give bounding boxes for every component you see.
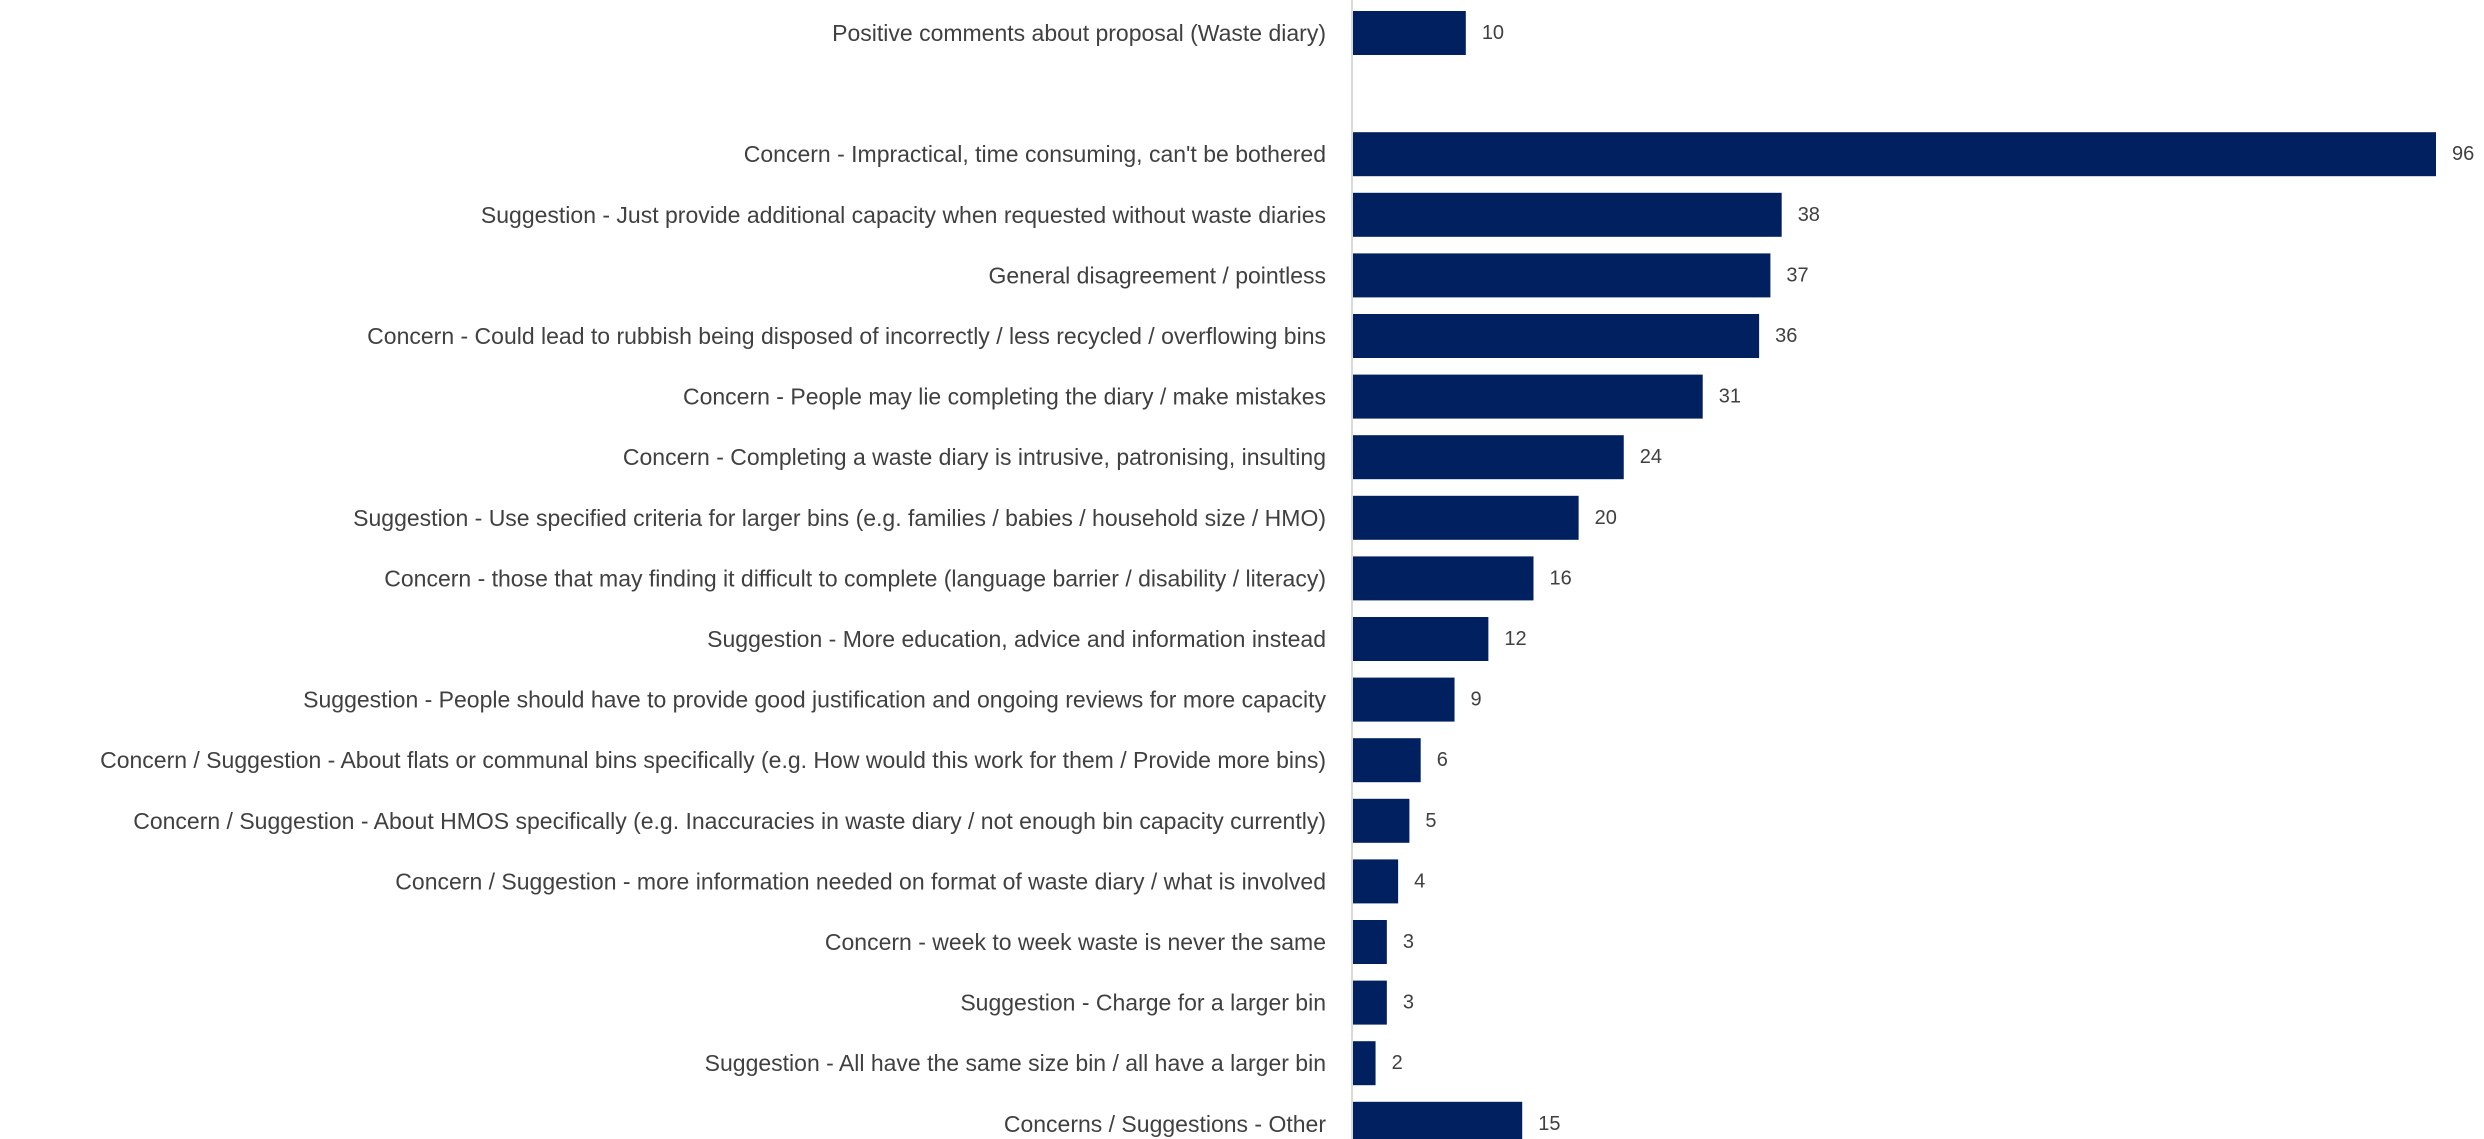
bar xyxy=(1353,1041,1376,1086)
bar xyxy=(1353,859,1399,904)
data-label: 36 xyxy=(1775,325,1797,347)
data-label: 37 xyxy=(1786,264,1808,286)
data-label: 3 xyxy=(1403,931,1414,953)
data-label: 38 xyxy=(1798,204,1820,226)
bar xyxy=(1353,11,1466,55)
data-label: 10 xyxy=(1482,22,1504,44)
category-label: Concern - those that may finding it diff… xyxy=(384,565,1326,591)
bar xyxy=(1353,435,1624,480)
category-label: Suggestion - All have the same size bin … xyxy=(705,1050,1326,1076)
category-label: Suggestion - Just provide additional cap… xyxy=(481,202,1326,228)
category-label: Suggestion - Use specified criteria for … xyxy=(353,505,1326,531)
data-label: 20 xyxy=(1595,507,1617,529)
category-label: Concern - Could lead to rubbish being di… xyxy=(367,323,1326,349)
data-label: 16 xyxy=(1550,567,1572,589)
bar xyxy=(1353,798,1410,843)
data-label: 6 xyxy=(1437,749,1448,771)
data-label: 31 xyxy=(1719,386,1741,408)
category-label: Concern / Suggestion - About flats or co… xyxy=(100,747,1326,773)
data-label: 5 xyxy=(1425,810,1436,832)
data-label: 15 xyxy=(1538,1113,1560,1135)
data-label: 9 xyxy=(1471,689,1482,711)
data-label: 12 xyxy=(1504,628,1526,650)
bar xyxy=(1353,314,1760,358)
bar xyxy=(1353,253,1771,298)
category-label: Concern - Completing a waste diary is in… xyxy=(623,444,1326,470)
bar xyxy=(1353,738,1421,783)
data-label: 4 xyxy=(1414,870,1425,892)
data-label: 3 xyxy=(1403,992,1414,1014)
category-label: Suggestion - People should have to provi… xyxy=(303,687,1326,713)
data-label: 24 xyxy=(1640,446,1662,468)
category-label: Concern / Suggestion - About HMOS specif… xyxy=(133,808,1326,834)
bar xyxy=(1353,495,1579,540)
category-label: Positive comments about proposal (Waste … xyxy=(832,20,1326,46)
category-label: Concerns / Suggestions - Other xyxy=(1004,1111,1326,1137)
bar xyxy=(1353,617,1489,661)
data-label: 96 xyxy=(2452,143,2474,165)
bar xyxy=(1353,556,1534,601)
bar xyxy=(1353,132,2436,177)
bar xyxy=(1353,374,1703,419)
data-label: 2 xyxy=(1392,1052,1403,1074)
bar xyxy=(1353,192,1782,237)
bar xyxy=(1353,1101,1523,1139)
category-label: Suggestion - Charge for a larger bin xyxy=(960,990,1326,1016)
category-label: Concern - week to week waste is never th… xyxy=(825,929,1326,955)
category-label: Concern - People may lie completing the … xyxy=(683,384,1326,410)
bar xyxy=(1353,677,1455,722)
category-label: Suggestion - More education, advice and … xyxy=(707,626,1326,652)
category-label: Concern / Suggestion - more information … xyxy=(395,868,1326,894)
bar xyxy=(1353,980,1387,1025)
bar xyxy=(1353,920,1387,964)
category-label: General disagreement / pointless xyxy=(988,262,1326,288)
category-label: Concern - Impractical, time consuming, c… xyxy=(744,141,1326,167)
